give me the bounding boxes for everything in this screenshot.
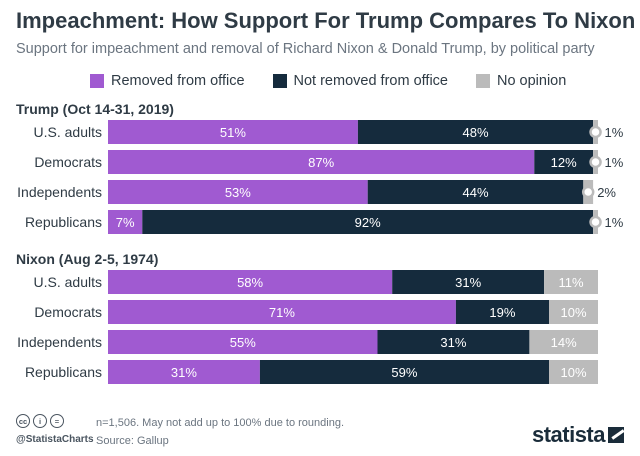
bar-segment — [259, 360, 549, 384]
creative-commons-icon: cc — [16, 414, 30, 428]
data-label: 12% — [551, 155, 577, 170]
data-label-marker — [589, 125, 602, 139]
data-label-marker — [581, 185, 595, 199]
row-label: Democrats — [34, 304, 102, 320]
bar-segment — [108, 270, 393, 294]
bar-segment — [377, 330, 530, 354]
data-label: 92% — [355, 215, 381, 230]
bar-segment — [544, 270, 598, 294]
bar-segment — [108, 150, 535, 174]
data-label: 1% — [605, 215, 624, 230]
legend-item-not-removed: Not removed from office — [272, 73, 448, 89]
data-label: 2% — [597, 185, 616, 200]
bar-segment — [108, 300, 456, 324]
legend-swatch-no-opinion — [475, 74, 490, 88]
chart-subtitle: Support for impeachment and removal of R… — [16, 41, 595, 57]
legend-swatch-not-removed — [272, 74, 287, 88]
legend-item-no-opinion: No opinion — [475, 73, 567, 89]
source: Source: Gallup — [96, 435, 169, 447]
data-label: 10% — [560, 305, 586, 320]
data-label: 19% — [489, 305, 515, 320]
bar-segment — [392, 270, 545, 294]
data-label: 58% — [237, 275, 263, 290]
license-icons: cc i = — [16, 414, 67, 428]
attribution-icon: i — [33, 414, 47, 428]
data-label: 59% — [391, 365, 417, 380]
bar-segment — [549, 300, 598, 324]
data-label: 53% — [225, 185, 251, 200]
footer: cc i = @StatistaCharts n=1,506. May not … — [16, 414, 624, 452]
data-label: 51% — [220, 125, 246, 140]
row-label: Republicans — [25, 364, 102, 380]
twitter-handle[interactable]: @StatistaCharts — [16, 434, 94, 445]
bar-segment — [529, 330, 598, 354]
row-label: Independents — [17, 184, 102, 200]
data-label: 11% — [559, 275, 584, 290]
bar-segment — [142, 210, 594, 234]
data-label: 71% — [269, 305, 295, 320]
bar-segment — [108, 330, 378, 354]
data-label: 55% — [230, 335, 256, 350]
statista-logo[interactable]: statista — [532, 422, 624, 448]
row-label: U.S. adults — [34, 274, 102, 290]
bar-segment — [108, 360, 260, 384]
data-label: 31% — [455, 275, 481, 290]
legend: Removed from office Not removed from off… — [90, 71, 566, 91]
data-label: 87% — [308, 155, 334, 170]
legend-label-no-opinion: No opinion — [496, 73, 567, 89]
group-title: Nixon (Aug 2-5, 1974) — [16, 251, 158, 267]
bar-segment — [367, 180, 584, 204]
data-label-marker — [589, 215, 602, 229]
row-label: Republicans — [25, 214, 102, 230]
bar-segment — [108, 120, 358, 144]
data-label: 31% — [440, 335, 466, 350]
chart-title: Impeachment: How Support For Trump Compa… — [16, 8, 636, 33]
brand-wordmark: statista — [531, 422, 606, 447]
data-label: 44% — [462, 185, 488, 200]
bar-segment — [549, 360, 598, 384]
legend-label-removed: Removed from office — [111, 73, 245, 89]
brand-mark-icon — [608, 427, 624, 443]
bar-segment — [357, 120, 594, 144]
row-label: U.S. adults — [34, 124, 102, 140]
bar-segment — [108, 210, 143, 234]
no-derivatives-icon: = — [50, 414, 64, 428]
data-label: 1% — [605, 125, 624, 140]
group-title: Trump (Oct 14-31, 2019) — [16, 101, 174, 117]
data-label: 14% — [551, 335, 577, 350]
legend-swatch-removed — [90, 74, 104, 88]
data-label: 48% — [462, 125, 488, 140]
footnote: n=1,506. May not add up to 100% due to r… — [96, 417, 344, 429]
bar-segment — [455, 300, 549, 324]
bar-segment — [108, 180, 368, 204]
legend-item-removed: Removed from office — [90, 73, 245, 89]
data-label-marker — [589, 155, 602, 169]
bar-segment — [534, 150, 594, 174]
row-label: Independents — [17, 334, 102, 350]
data-label: 1% — [605, 155, 624, 170]
row-label: Democrats — [34, 154, 102, 170]
data-label: 31% — [171, 365, 197, 380]
data-label: 10% — [560, 365, 586, 380]
data-label: 7% — [116, 215, 135, 230]
legend-label-not-removed: Not removed from office — [293, 73, 448, 89]
